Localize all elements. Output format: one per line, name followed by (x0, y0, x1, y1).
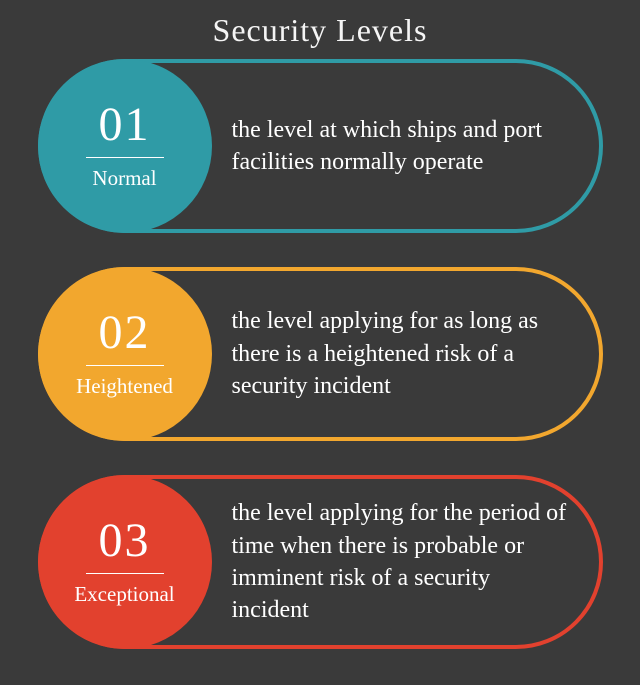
divider-line (86, 365, 164, 366)
page-title: Security Levels (213, 12, 428, 49)
divider-line (86, 157, 164, 158)
level-circle-3: 03 Exceptional (38, 475, 212, 649)
level-pill-3: 03 Exceptional the level applying for th… (38, 475, 603, 649)
divider-line (86, 573, 164, 574)
level-pill-1: 01 Normal the level at which ships and p… (38, 59, 603, 233)
level-label: Heightened (76, 374, 173, 399)
infographic-container: Security Levels 01 Normal the level at w… (0, 0, 640, 685)
level-description: the level applying for as long as there … (232, 305, 599, 402)
level-label: Exceptional (74, 582, 174, 607)
level-pill-2: 02 Heightened the level applying for as … (38, 267, 603, 441)
level-circle-2: 02 Heightened (38, 267, 212, 441)
level-label: Normal (92, 166, 156, 191)
level-description: the level at which ships and port facili… (232, 114, 599, 179)
level-number: 03 (99, 517, 151, 565)
level-circle-1: 01 Normal (38, 59, 212, 233)
level-number: 02 (99, 309, 151, 357)
level-number: 01 (99, 101, 151, 149)
level-description: the level applying for the period of tim… (232, 497, 599, 627)
